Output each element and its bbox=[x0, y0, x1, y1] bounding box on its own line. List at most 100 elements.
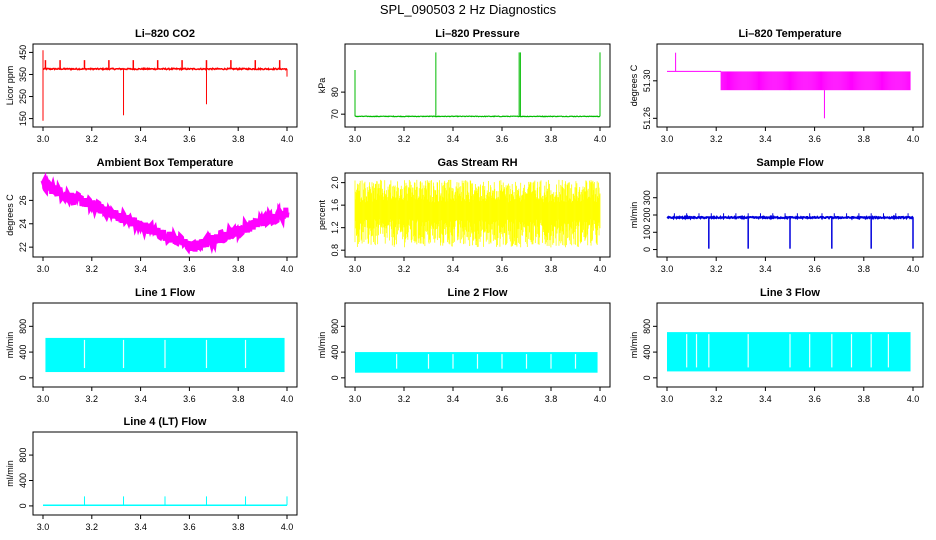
x-tick-label: 3.6 bbox=[183, 522, 196, 532]
flow-band bbox=[355, 352, 598, 373]
y-tick-label: 400 bbox=[642, 345, 652, 360]
y-axis-label: ml/min bbox=[629, 332, 639, 359]
panel-3: Li–820 Temperature 3.0 3.2 3.4 3.6 3.8 4.0 51.2… bbox=[629, 28, 924, 144]
x-tick-label: 3.6 bbox=[496, 134, 509, 144]
data-series bbox=[666, 213, 914, 249]
x-tick-label: 3.2 bbox=[398, 264, 411, 274]
x-tick-label: 3.2 bbox=[398, 394, 411, 404]
panel-title: Line 1 Flow bbox=[135, 287, 195, 299]
y-tick-label: 22 bbox=[18, 242, 28, 252]
x-tick-label: 4.0 bbox=[594, 264, 607, 274]
plot-frame bbox=[656, 43, 924, 128]
x-tick-label: 3.4 bbox=[134, 264, 147, 274]
panel-8: Line 2 Flow 3.0 3.2 3.4 3.6 3.8 4.0 0 400 800ml/m… bbox=[317, 287, 611, 404]
x-tick-label: 3.2 bbox=[86, 522, 99, 532]
x-tick-label: 4.0 bbox=[281, 522, 294, 532]
x-tick-label: 3.0 bbox=[661, 264, 674, 274]
y-axis-label: ml/min bbox=[5, 332, 15, 359]
series-line bbox=[40, 172, 290, 255]
data-series bbox=[354, 179, 601, 248]
x-tick-label: 4.0 bbox=[594, 134, 607, 144]
y-tick-label: 300 bbox=[642, 190, 652, 205]
plot-frame bbox=[32, 172, 298, 258]
x-tick-label: 3.8 bbox=[232, 134, 245, 144]
x-tick-label: 4.0 bbox=[281, 134, 294, 144]
panel-6: Sample Flow 3.0 3.2 3.4 3.6 3.8 4.0 0 100 200 300m… bbox=[629, 157, 924, 274]
y-tick-label: 800 bbox=[642, 319, 652, 334]
flow-band bbox=[667, 332, 911, 372]
figure-title: SPL_090503 2 Hz Diagnostics bbox=[380, 2, 557, 17]
x-tick-label: 4.0 bbox=[907, 394, 920, 404]
data-series bbox=[40, 172, 290, 255]
x-tick-label: 3.8 bbox=[232, 522, 245, 532]
x-tick-label: 3.0 bbox=[349, 134, 362, 144]
x-tick-label: 3.4 bbox=[759, 394, 772, 404]
x-tick-label: 3.4 bbox=[447, 264, 460, 274]
x-tick-label: 3.6 bbox=[496, 264, 509, 274]
data-series bbox=[667, 52, 911, 119]
y-tick-label: 70 bbox=[330, 109, 340, 119]
x-tick-label: 4.0 bbox=[281, 394, 294, 404]
x-tick-label: 3.0 bbox=[37, 264, 50, 274]
plot-frame bbox=[344, 43, 611, 128]
x-tick-label: 3.4 bbox=[447, 134, 460, 144]
panel-title: Li–820 CO2 bbox=[135, 28, 195, 40]
data-series bbox=[42, 50, 288, 121]
y-tick-label: 1.2 bbox=[330, 221, 340, 234]
x-tick-label: 4.0 bbox=[907, 134, 920, 144]
y-tick-label: 400 bbox=[18, 473, 28, 488]
x-tick-label: 3.2 bbox=[710, 134, 723, 144]
plot-frame bbox=[656, 302, 924, 388]
y-tick-label: 0 bbox=[642, 247, 652, 252]
x-tick-label: 3.2 bbox=[86, 394, 99, 404]
x-tick-label: 3.6 bbox=[183, 134, 196, 144]
y-axis-label: kPa bbox=[317, 78, 327, 94]
y-tick-label: 26 bbox=[18, 195, 28, 205]
y-tick-label: 100 bbox=[642, 225, 652, 240]
y-tick-label: 24 bbox=[18, 219, 28, 229]
y-tick-label: 450 bbox=[18, 45, 28, 60]
y-tick-label: 0 bbox=[330, 375, 340, 380]
panel-title: Li–820 Temperature bbox=[738, 28, 841, 40]
x-tick-label: 3.4 bbox=[134, 522, 147, 532]
data-series bbox=[354, 52, 601, 118]
series-line bbox=[354, 115, 601, 118]
x-tick-label: 3.8 bbox=[545, 394, 558, 404]
y-tick-label: 400 bbox=[330, 345, 340, 360]
x-tick-label: 3.0 bbox=[349, 394, 362, 404]
y-tick-label: 0.8 bbox=[330, 244, 340, 257]
x-tick-label: 3.6 bbox=[183, 264, 196, 274]
plot-frame bbox=[32, 302, 298, 388]
x-tick-label: 3.2 bbox=[86, 264, 99, 274]
x-tick-label: 3.2 bbox=[86, 134, 99, 144]
x-tick-label: 3.8 bbox=[858, 134, 871, 144]
series-line bbox=[666, 214, 914, 221]
x-tick-label: 3.0 bbox=[349, 264, 362, 274]
x-tick-label: 3.4 bbox=[759, 264, 772, 274]
x-tick-label: 4.0 bbox=[281, 264, 294, 274]
panel-title: Sample Flow bbox=[756, 157, 824, 169]
y-tick-label: 800 bbox=[18, 448, 28, 463]
panel-title: Gas Stream RH bbox=[437, 157, 517, 169]
plot-frame bbox=[344, 302, 611, 388]
y-tick-label: 0 bbox=[18, 503, 28, 508]
y-axis-label: ml/min bbox=[5, 460, 15, 487]
y-tick-label: 800 bbox=[330, 319, 340, 334]
y-tick-label: 150 bbox=[18, 111, 28, 126]
y-tick-label: 1.6 bbox=[330, 199, 340, 212]
x-tick-label: 3.8 bbox=[545, 264, 558, 274]
panel-9: Line 3 Flow 3.0 3.2 3.4 3.6 3.8 4.0 0 400 800ml/m… bbox=[629, 287, 924, 404]
y-tick-label: 80 bbox=[330, 87, 340, 97]
x-tick-label: 3.4 bbox=[447, 394, 460, 404]
x-tick-label: 3.6 bbox=[496, 394, 509, 404]
y-axis-label: ml/min bbox=[317, 332, 327, 359]
plot-frame bbox=[344, 172, 611, 258]
x-tick-label: 3.0 bbox=[661, 134, 674, 144]
data-series bbox=[43, 496, 288, 507]
y-tick-label: 200 bbox=[642, 207, 652, 222]
x-tick-label: 4.0 bbox=[594, 394, 607, 404]
x-tick-label: 3.6 bbox=[183, 394, 196, 404]
x-tick-label: 3.0 bbox=[37, 522, 50, 532]
y-axis-label: degrees C bbox=[5, 194, 15, 236]
